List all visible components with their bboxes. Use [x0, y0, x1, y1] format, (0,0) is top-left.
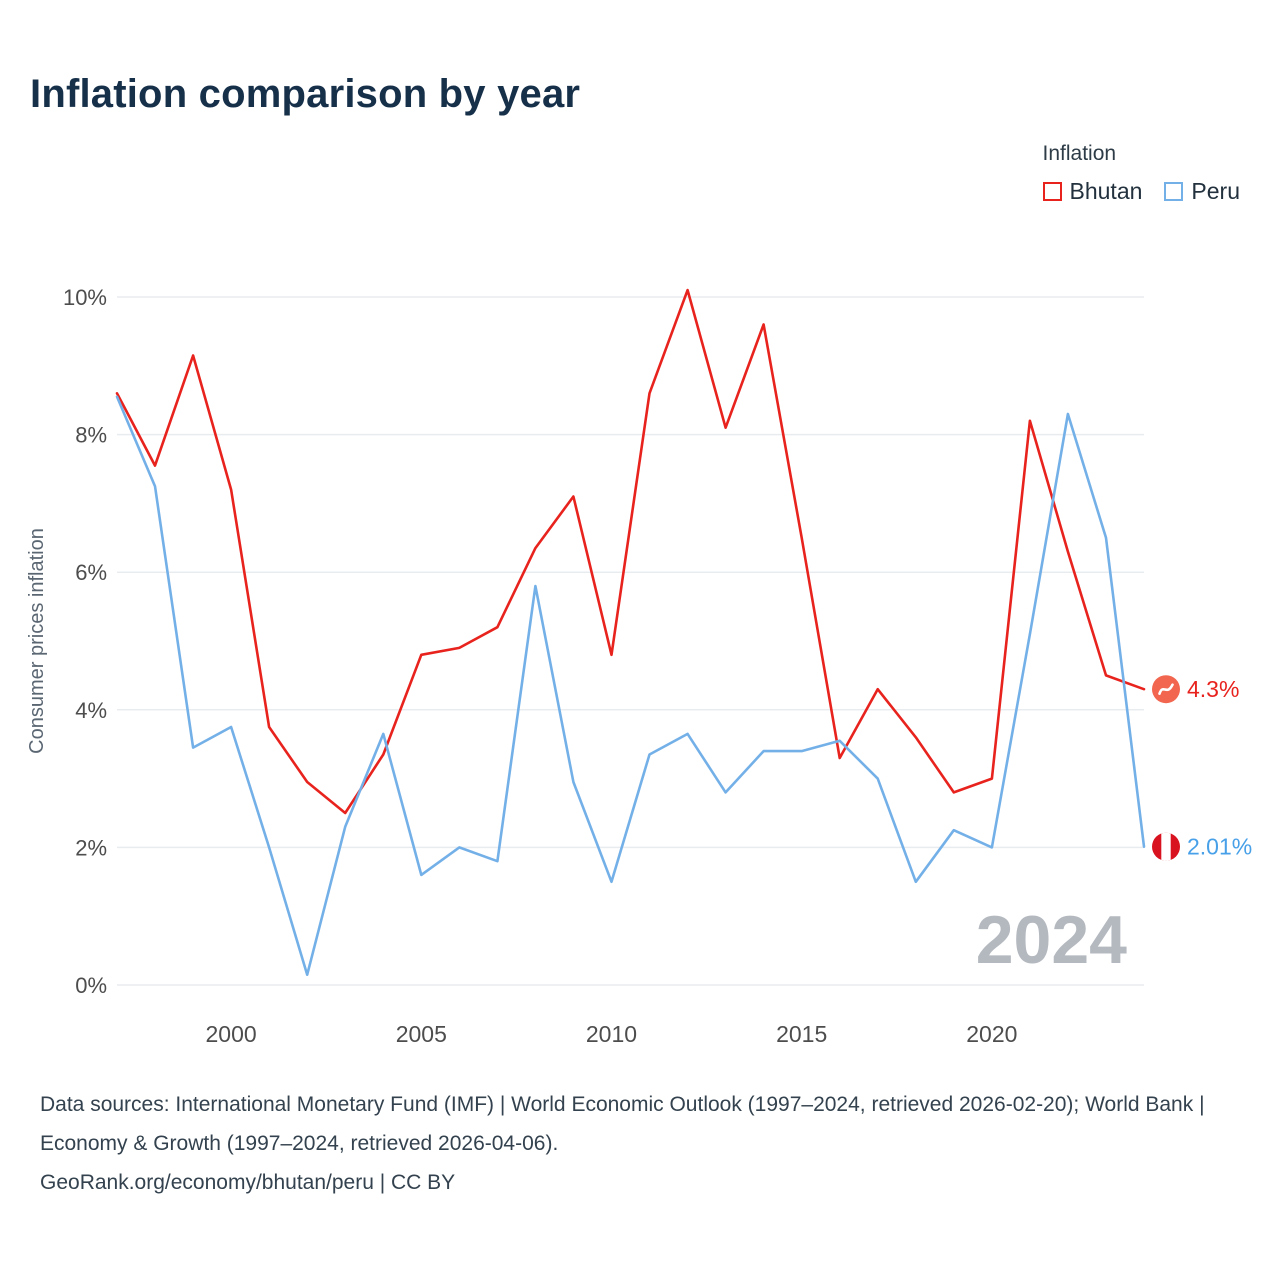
legend-label-peru: Peru [1191, 178, 1240, 204]
x-tick-label: 2010 [586, 1021, 637, 1047]
x-tick-label: 2000 [206, 1021, 257, 1047]
peru-flag-icon [1152, 832, 1180, 861]
y-tick-label: 8% [75, 423, 107, 448]
x-tick-label: 2005 [396, 1021, 447, 1047]
legend-label-bhutan: Bhutan [1069, 178, 1143, 204]
y-axis-label: Consumer prices inflation [26, 528, 48, 754]
y-tick-label: 10% [63, 285, 107, 310]
watermark-year: 2024 [976, 902, 1127, 978]
y-tick-label: 0% [75, 973, 107, 998]
data-sources-text: Data sources: International Monetary Fun… [40, 1093, 1205, 1155]
y-tick-label: 2% [75, 835, 107, 860]
legend-item-bhutan[interactable]: Bhutan [1042, 178, 1143, 205]
bhutan-line [115, 288, 1146, 815]
x-tick-label: 2020 [966, 1021, 1017, 1047]
legend-items: Bhutan Peru [1042, 178, 1240, 205]
attribution-link[interactable]: GeoRank.org/economy/bhutan/peru | CC BY [40, 1170, 456, 1194]
peru-swatch-icon [1164, 182, 1184, 201]
x-tick-label: 2015 [776, 1021, 827, 1047]
y-tick-label: 4% [75, 698, 107, 723]
bhutan-swatch-icon [1042, 182, 1062, 201]
chart-legend: Inflation Bhutan Peru [1042, 142, 1240, 205]
bhutan-end-value-label: 4.3% [1187, 676, 1239, 702]
peru-line [115, 395, 1146, 977]
legend-title: Inflation [1042, 142, 1117, 165]
peru-end-value-label: 2.01% [1187, 834, 1252, 860]
legend-item-peru[interactable]: Peru [1164, 178, 1240, 205]
chart-footer: Data sources: International Monetary Fun… [40, 1086, 1250, 1203]
bhutan-flag-icon [1152, 675, 1180, 704]
y-tick-label: 6% [75, 560, 107, 585]
page-title: Inflation comparison by year [30, 72, 581, 116]
